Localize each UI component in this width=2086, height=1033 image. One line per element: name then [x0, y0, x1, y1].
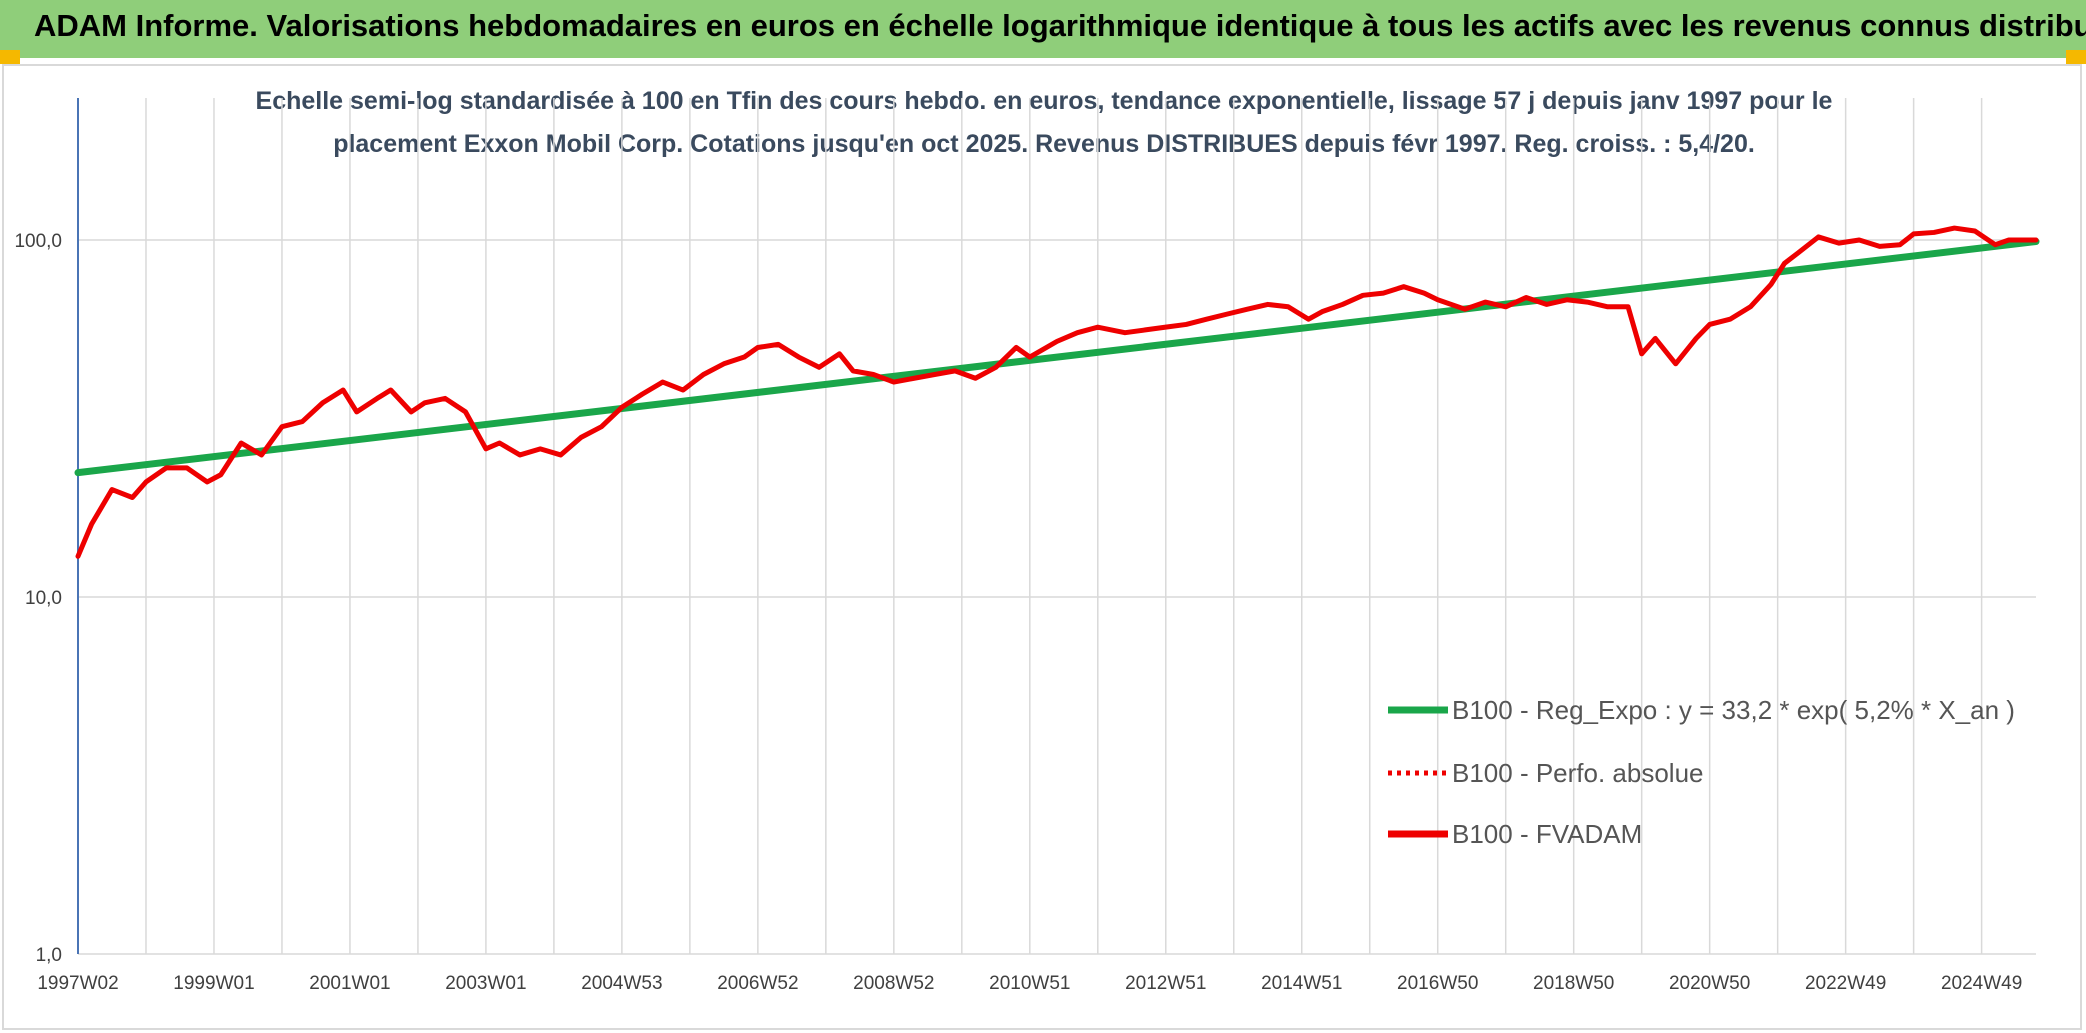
x-tick-label: 1999W01 — [173, 973, 254, 994]
chart-legend: B100 - Reg_Expo : y = 33,2 * exp( 5,2% *… — [1388, 695, 2015, 849]
x-tick-label: 1997W02 — [37, 973, 118, 994]
report-banner: ADAM Informe. Valorisations hebdomadaire… — [0, 0, 2086, 58]
y-tick-label: 10,0 — [25, 588, 62, 609]
chart-subtitle-line-2: placement Exxon Mobil Corp. Cotations ju… — [333, 130, 1755, 158]
y-tick-label: 100,0 — [14, 231, 62, 252]
report-title: ADAM Informe. Valorisations hebdomadaire… — [34, 8, 2086, 43]
y-axis-ticks: 1,0 10,0 100,0 — [14, 231, 62, 966]
x-tick-label: 2004W53 — [581, 973, 662, 994]
x-axis-ticks: 1997W02 1999W01 2001W01 2003W01 2004W53 2006W… — [37, 973, 2022, 994]
legend-label-trend: B100 - Reg_Expo : y = 33,2 * exp( 5,2% *… — [1452, 695, 2015, 725]
x-tick-label: 2008W52 — [853, 973, 934, 994]
x-tick-label: 2001W01 — [309, 973, 390, 994]
corner-marker-left — [0, 50, 20, 64]
x-tick-label: 2020W50 — [1669, 973, 1750, 994]
x-tick-label: 2024W49 — [1941, 973, 2022, 994]
x-tick-label: 2006W52 — [717, 973, 798, 994]
chart-series — [74, 225, 2040, 559]
series-line-fvadam — [75, 225, 2039, 559]
chart-canvas: Echelle semi-log standardisée à 100 en T… — [14, 87, 2040, 994]
corner-marker-right — [2066, 50, 2086, 64]
x-tick-label: 2014W51 — [1261, 973, 1342, 994]
legend-label-fvadam: B100 - FVADAM — [1452, 819, 1642, 849]
series-line-trend — [74, 238, 2040, 477]
x-tick-label: 2022W49 — [1805, 973, 1886, 994]
x-tick-label: 2018W50 — [1533, 973, 1614, 994]
x-tick-label: 2003W01 — [445, 973, 526, 994]
y-tick-label: 1,0 — [36, 945, 62, 966]
x-tick-label: 2010W51 — [989, 973, 1070, 994]
legend-label-perfo: B100 - Perfo. absolue — [1452, 758, 1704, 788]
chart-subtitle-line-1: Echelle semi-log standardisée à 100 en T… — [256, 87, 1833, 115]
chart-gridlines — [77, 98, 2036, 955]
chart-frame: Echelle semi-log standardisée à 100 en T… — [2, 64, 2082, 1030]
x-tick-label: 2012W51 — [1125, 973, 1206, 994]
x-tick-label: 2016W50 — [1397, 973, 1478, 994]
